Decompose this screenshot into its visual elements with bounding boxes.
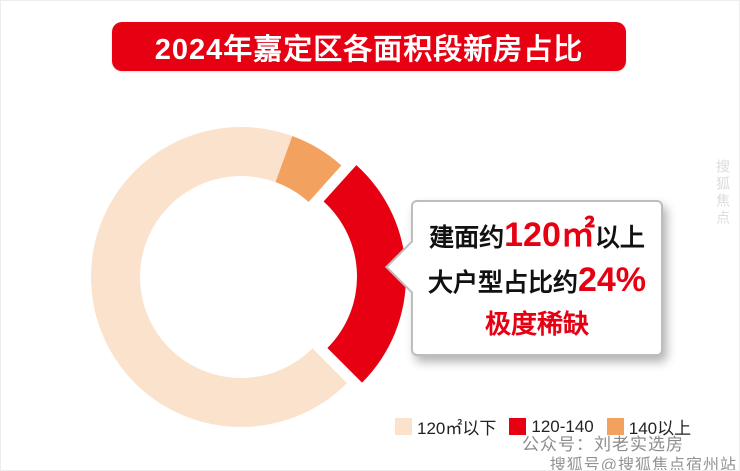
legend-label: 140以上 — [628, 419, 692, 438]
legend-label: 120-140 — [531, 416, 594, 436]
watermark-side: 搜狐焦点 — [715, 159, 731, 227]
title-banner: 2024年嘉定区各面积段新房占比 — [112, 22, 626, 71]
legend-swatch-under120 — [395, 418, 412, 435]
callout-line1-suffix: 以上 — [594, 224, 645, 252]
legend-swatch-over140 — [606, 418, 624, 435]
callout-line-3: 极度稀缺 — [484, 309, 589, 339]
legend-label: 120㎡以下 — [417, 419, 497, 438]
callout-box: 建面约120㎡以上 大户型占比约24% 极度稀缺 — [385, 200, 663, 356]
donut-segment-0 — [91, 127, 348, 428]
donut-chart — [91, 127, 406, 428]
legend-item: 140以上 — [606, 414, 692, 439]
page-title: 2024年嘉定区各面积段新房占比 — [154, 33, 584, 66]
donut-segment-2 — [275, 136, 342, 202]
chart-area — [79, 117, 423, 447]
callout-line-1: 建面约120㎡以上 — [421, 216, 653, 261]
legend-item: 120㎡以下 — [395, 414, 496, 439]
watermark-platform: 搜狐号@搜狐焦点宿州站 — [549, 457, 737, 471]
callout-line1-prefix: 建面约 — [429, 224, 505, 252]
callout-line-2: 大户型占比约24% — [421, 261, 653, 306]
callout-line1-highlight: 120㎡ — [504, 216, 595, 254]
watermark-account: 公众号：刘老实选房 — [522, 435, 684, 454]
legend-item: 120-140 — [509, 416, 594, 437]
legend-swatch-120-140 — [509, 418, 527, 435]
donut-segment-1 — [323, 165, 406, 383]
chart-legend: 120㎡以下 120-140 140以上 — [395, 414, 704, 439]
callout-line2-prefix: 大户型占比约 — [427, 269, 578, 297]
callout-line2-highlight: 24% — [577, 261, 647, 299]
